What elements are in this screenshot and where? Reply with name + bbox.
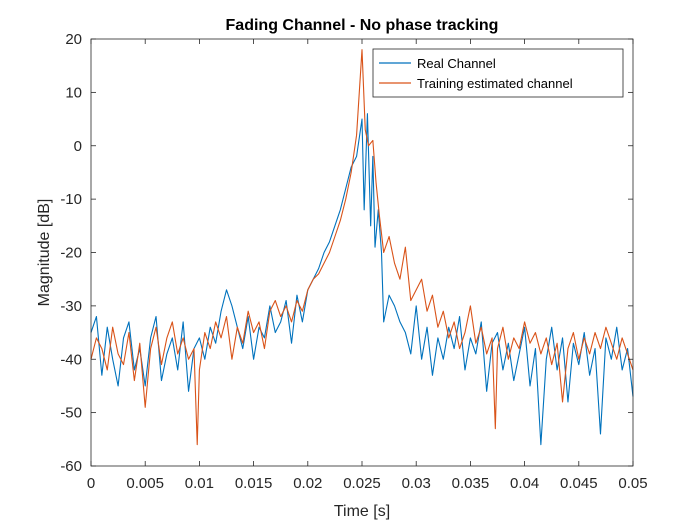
- x-tick-label: 0.005: [126, 475, 164, 492]
- y-tick-label: -50: [60, 405, 82, 422]
- x-axis-label: Time [s]: [334, 503, 390, 520]
- y-tick-label: -30: [60, 298, 82, 315]
- x-tick-label: 0.05: [618, 475, 647, 492]
- y-tick-label: 20: [65, 31, 82, 48]
- x-tick-label: 0.02: [293, 475, 322, 492]
- legend-box: [372, 48, 624, 98]
- x-tick-label: 0.03: [402, 475, 431, 492]
- x-tick-label: 0.04: [510, 475, 539, 492]
- series-line-training-estimated-channel: [90, 49, 634, 446]
- y-tick-label: 10: [65, 84, 82, 101]
- x-tick-label: 0.015: [235, 475, 273, 492]
- chart-title: Fading Channel - No phase tracking: [226, 17, 499, 34]
- y-tick-label: -20: [60, 245, 82, 262]
- y-axis-label: Magnitude [dB]: [36, 199, 53, 307]
- legend-label: Training estimated channel: [417, 76, 573, 91]
- x-tick-label: 0.035: [452, 475, 490, 492]
- y-tick-label: -60: [60, 458, 82, 475]
- series-layer: [90, 49, 634, 446]
- legend-label: Real Channel: [417, 56, 496, 71]
- y-tick-label: 0: [74, 138, 82, 155]
- ticks-layer: 0 0.005 0.01 0.015 0.02 0.025 0.03 0.035 0.04 0.0…: [60, 31, 647, 492]
- x-tick-label: 0.045: [560, 475, 598, 492]
- y-tick-label: -10: [60, 191, 82, 208]
- x-tick-label: 0.025: [343, 475, 381, 492]
- x-tick-label: 0.01: [185, 475, 214, 492]
- y-tick-label: -40: [60, 351, 82, 368]
- x-tick-label: 0: [87, 475, 95, 492]
- plot-area: [91, 39, 633, 466]
- legend: Real Channel Training estimated channel: [372, 48, 624, 98]
